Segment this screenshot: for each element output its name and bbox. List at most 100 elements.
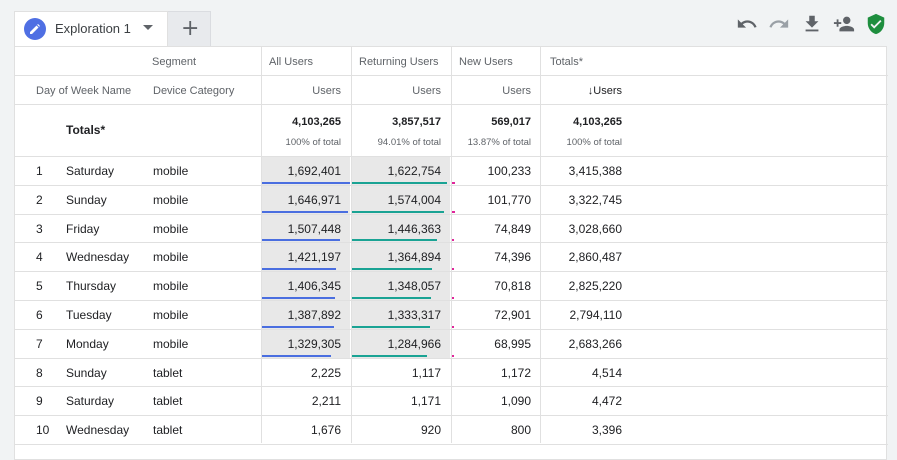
returning-users-value: 1,284,966 (387, 336, 441, 351)
new-users-bar (452, 354, 455, 357)
all-users-value: 1,507,448 (287, 221, 341, 236)
day-of-week-cell: Saturday (66, 394, 115, 409)
segment-returning-users[interactable]: Returning Users (359, 56, 439, 68)
download-icon[interactable] (801, 13, 823, 35)
day-of-week-cell: Tuesday (66, 308, 112, 322)
new-users-value: 68,995 (494, 336, 531, 351)
day-of-week-cell: Monday (66, 336, 109, 351)
table-row[interactable]: 10 Wednesday tablet 1,676 920 800 3,396 (15, 416, 888, 445)
row-index: 8 (36, 365, 43, 380)
row-index: 6 (36, 308, 43, 322)
table-row[interactable]: 6 Tuesday mobile 1,387,892 1,333,317 72,901 2,… (15, 301, 888, 330)
table-row[interactable]: 1 Saturday mobile 1,692,401 1,622,754 100,233… (15, 157, 888, 186)
totals-divider (15, 156, 888, 157)
dimension-device-category[interactable]: Device Category (153, 85, 235, 97)
totals-label: Totals* (66, 123, 106, 137)
device-category-cell: mobile (153, 279, 189, 294)
row-divider (15, 299, 888, 301)
all-users-value: 1,692,401 (287, 164, 341, 178)
total-percent: 100% of total (566, 137, 622, 148)
table-row[interactable]: 2 Sunday mobile 1,646,971 1,574,004 101,770 3,… (15, 185, 888, 215)
table-row[interactable]: 5 Thursday mobile 1,406,345 1,348,057 70,818 2… (15, 272, 888, 301)
returning-users-value: 1,333,317 (387, 308, 441, 322)
new-users-value: 1,090 (500, 394, 531, 409)
new-users-bar (452, 181, 455, 184)
tab-label: Exploration 1 (55, 21, 131, 36)
returning-users-value: 1,622,754 (387, 164, 441, 178)
shield-check-icon[interactable] (865, 13, 887, 35)
header-divider (15, 75, 888, 76)
add-tab-button[interactable]: + (168, 11, 211, 46)
returning-users-value: 1,574,004 (387, 192, 441, 207)
returning-users-bar (352, 354, 428, 357)
row-index: 9 (36, 394, 43, 409)
day-of-week-cell: Friday (66, 221, 100, 236)
table-row[interactable]: 8 Sunday tablet 2,225 1,117 1,172 4,514 (15, 359, 888, 388)
new-users-bar (452, 210, 455, 213)
metric-users-all[interactable]: Users (312, 85, 341, 97)
table-row[interactable]: 4 Wednesday mobile 1,421,197 1,364,894 74,396… (15, 243, 888, 273)
table-row[interactable]: 7 Monday mobile 1,329,305 1,284,966 68,995 2,6… (15, 329, 888, 359)
row-divider (15, 242, 888, 244)
totals-value: 3,028,660 (568, 221, 622, 236)
device-category-cell: mobile (153, 336, 189, 351)
all-users-bar (262, 181, 350, 184)
metric-users-returning[interactable]: Users (412, 85, 441, 97)
device-category-cell: tablet (153, 423, 183, 438)
returning-users-bar (352, 268, 432, 271)
new-users-bar (452, 296, 455, 299)
all-users-bar (262, 210, 348, 213)
returning-users-bar (352, 181, 447, 184)
heatmap-cell-bg (262, 301, 350, 329)
new-users-value: 74,849 (494, 221, 531, 236)
pencil-icon[interactable] (24, 18, 46, 40)
column-divider (451, 47, 452, 443)
heatmap-cell-bg (352, 272, 450, 301)
row-index: 1 (36, 164, 43, 178)
row-index: 10 (36, 423, 50, 438)
table-row[interactable]: 9 Saturday tablet 2,211 1,171 1,090 4,472 (15, 387, 888, 417)
segment-all-users[interactable]: All Users (269, 56, 314, 68)
day-of-week-cell: Wednesday (66, 423, 130, 438)
new-users-value: 100,233 (487, 164, 531, 178)
all-users-value: 1,329,305 (287, 336, 341, 351)
redo-icon[interactable] (768, 13, 790, 35)
segment-totals[interactable]: Totals* (550, 56, 584, 68)
device-category-cell: tablet (153, 394, 183, 409)
undo-icon[interactable] (736, 13, 758, 35)
new-users-value: 1,172 (500, 365, 531, 380)
all-users-bar (262, 325, 335, 328)
table-row[interactable]: 3 Friday mobile 1,507,448 1,446,363 74,849 3,0… (15, 214, 888, 244)
tab-exploration[interactable]: Exploration 1 (14, 11, 168, 46)
returning-users-bar (352, 325, 431, 328)
device-category-cell: mobile (153, 221, 189, 236)
new-users-bar (452, 239, 455, 242)
header-divider (15, 104, 888, 105)
row-index: 7 (36, 336, 43, 351)
share-users-icon[interactable] (833, 13, 855, 35)
heatmap-cell-bg (262, 329, 350, 358)
all-users-value: 1,646,971 (287, 192, 341, 207)
total-percent: 94.01% of total (377, 137, 441, 148)
returning-users-value: 1,446,363 (387, 221, 441, 236)
chevron-down-icon[interactable] (143, 25, 153, 30)
metric-users-new[interactable]: Users (502, 85, 531, 97)
row-divider (15, 357, 888, 359)
all-users-value: 2,225 (310, 365, 341, 380)
device-category-cell: mobile (153, 192, 189, 207)
row-divider (15, 415, 888, 417)
segment-new-users[interactable]: New Users (459, 56, 513, 68)
total-value: 4,103,265 (573, 116, 622, 128)
heatmap-cell-bg (262, 243, 350, 272)
dimension-day-of-week[interactable]: Day of Week Name (36, 85, 132, 97)
row-index: 5 (36, 279, 43, 294)
all-users-value: 1,421,197 (287, 250, 341, 265)
heatmap-cell-bg (352, 157, 450, 185)
totals-value: 2,860,487 (568, 250, 622, 265)
returning-users-value: 1,364,894 (387, 250, 441, 265)
heatmap-cell-bg (262, 157, 350, 185)
all-users-value: 2,211 (311, 394, 341, 409)
column-divider (261, 47, 262, 443)
metric-users-totals-sorted[interactable]: ↓Users (587, 85, 622, 97)
new-users-value: 800 (510, 423, 531, 438)
